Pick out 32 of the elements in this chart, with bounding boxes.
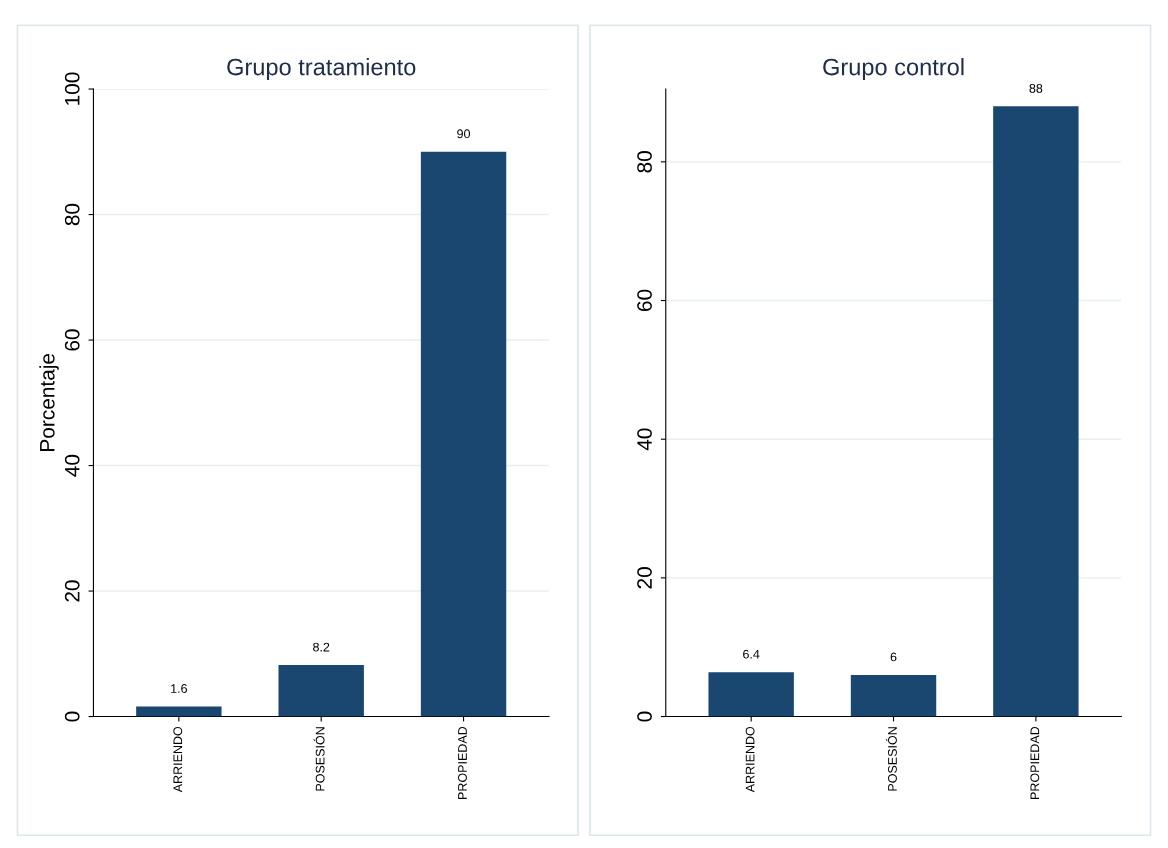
bar [708,672,794,717]
data-label: 90 [457,129,471,139]
y-axis-title: Porcentaje [39,353,59,451]
data-label: 6.4 [743,649,760,659]
x-tick-label: ARRIENDO [173,726,183,793]
data-label: 8.2 [313,642,330,652]
bar [850,674,937,717]
bar [420,151,507,717]
x-tick-label: ARRIENDO [745,726,755,793]
y-tick-label: 40 [64,454,80,477]
x-tick-label: PROPIEDAD [1030,726,1040,799]
data-label: 88 [1029,83,1043,93]
bar [278,665,364,717]
x-tick-label: PROPIEDAD [458,726,467,799]
y-tick-label: 20 [64,580,80,602]
chart-title: Grupo control [823,58,964,81]
y-tick-label: 80 [637,151,652,173]
y-tick-label: 100 [64,72,80,105]
chart-title: Grupo tratamiento [227,58,416,81]
y-tick-label: 60 [64,329,80,351]
data-label: 6 [890,652,897,662]
data-label: 1.6 [171,684,187,693]
y-tick-label: 80 [64,203,80,226]
bar [136,706,222,717]
y-tick-label: 60 [637,289,652,312]
y-tick-label: 40 [637,428,652,451]
y-tick-label: 20 [637,567,652,589]
x-tick-label: POSESIÓN [885,727,897,791]
y-tick-label: 0 [637,711,652,722]
y-tick-label: 0 [64,711,80,722]
x-tick-label: POSESIÓN [313,727,325,791]
bar [993,106,1079,717]
